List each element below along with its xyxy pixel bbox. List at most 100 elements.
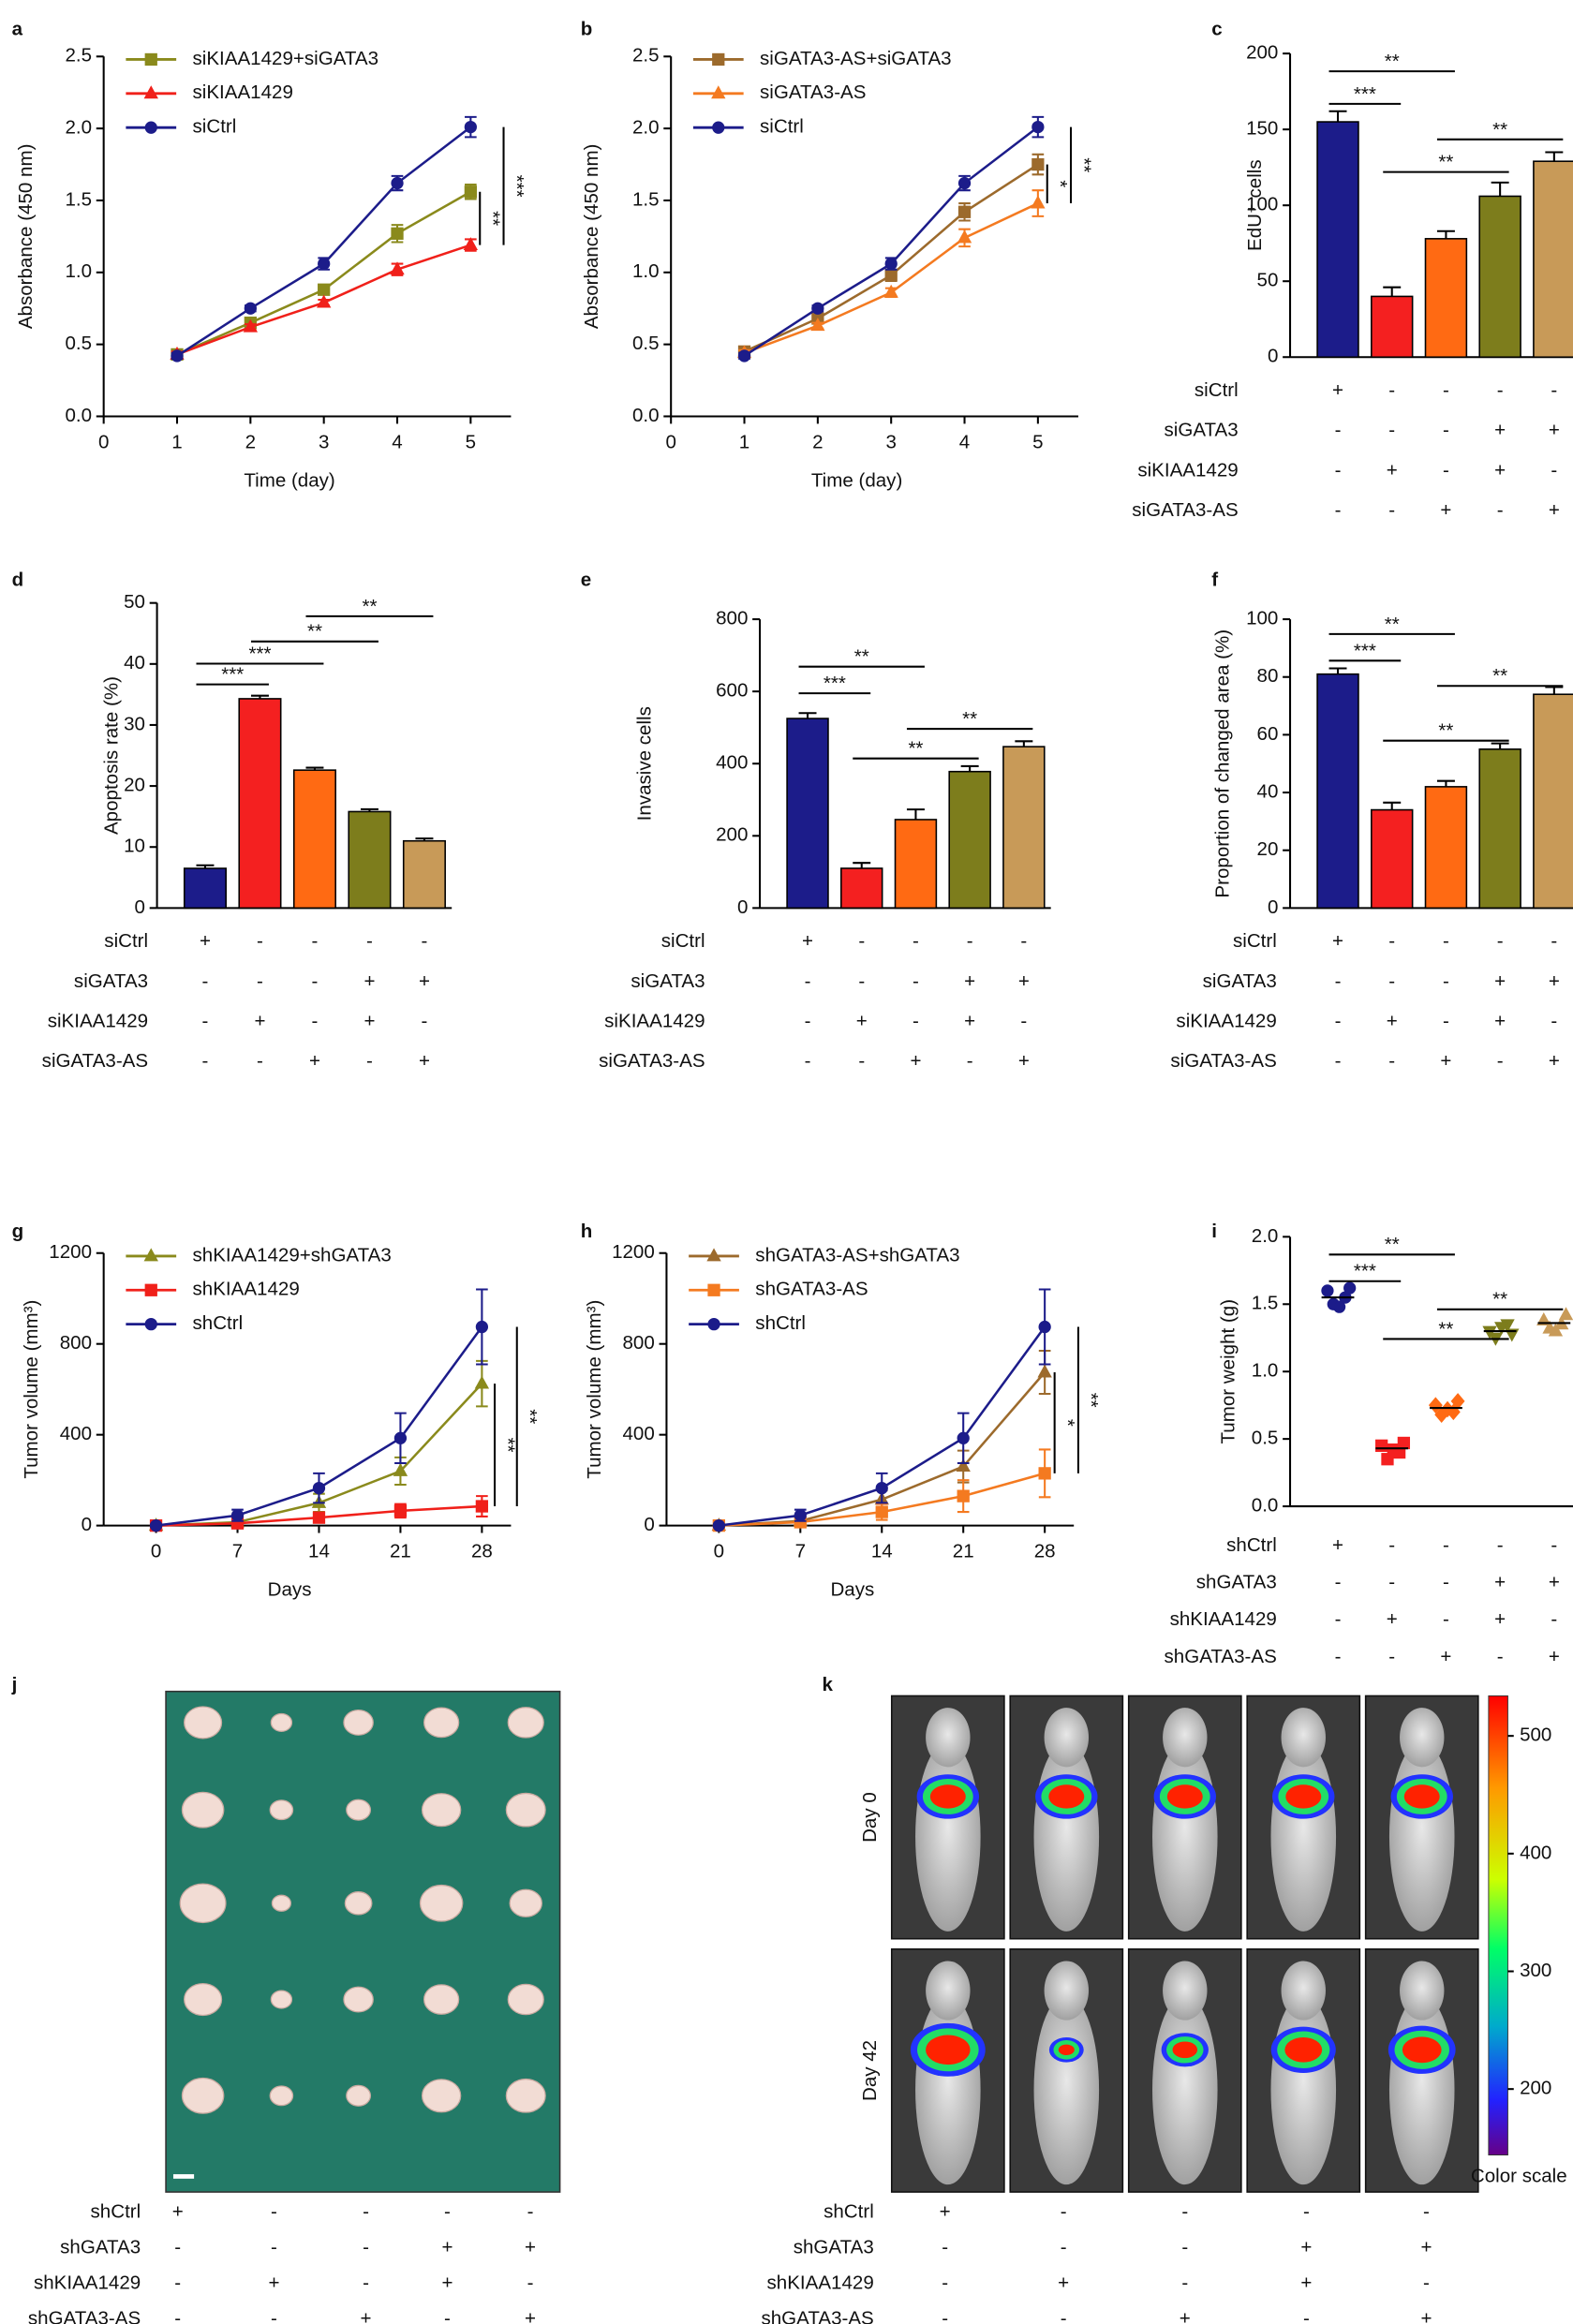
y-tick-label: 100 [1246, 194, 1278, 215]
condition-sign: - [257, 930, 263, 952]
photo-background [165, 1690, 561, 2193]
colorbar [1488, 1695, 1508, 2156]
condition-sign: - [271, 2201, 277, 2223]
condition-sign: - [1388, 1534, 1395, 1556]
marker [144, 1317, 157, 1331]
y-tick-label: 0 [134, 896, 144, 918]
condition-sign: + [856, 1011, 868, 1032]
marker [712, 121, 725, 134]
condition-sign: - [422, 1011, 428, 1032]
panel-letter: d [12, 569, 24, 590]
marker [475, 1320, 489, 1334]
x-tick-label: 4 [392, 431, 402, 452]
significance-label: * [1049, 180, 1071, 187]
condition-sign: - [805, 1011, 811, 1032]
condition-sign: - [174, 2237, 181, 2258]
condition-sign: - [1443, 1534, 1449, 1556]
significance-label: *** [248, 643, 271, 664]
condition-sign: + [1440, 499, 1451, 521]
mouse-body [1388, 1741, 1455, 1932]
marker [391, 176, 404, 190]
condition-sign: - [1443, 930, 1449, 952]
condition-label: shCtrl [1226, 1534, 1277, 1556]
marker [143, 85, 158, 99]
y-tick-label: 0 [737, 896, 748, 918]
x-axis-label: Time (day) [244, 469, 334, 491]
marker [1031, 120, 1045, 134]
condition-sign: - [1497, 499, 1504, 521]
condition-sign: - [1497, 1050, 1504, 1072]
marker [1440, 1400, 1455, 1418]
tumor [346, 2084, 372, 2107]
condition-sign: - [967, 930, 973, 952]
error-bar [1383, 801, 1402, 810]
significance-label: * [1057, 1419, 1078, 1427]
x-tick-label: 7 [795, 1541, 806, 1562]
series-line [743, 126, 1039, 357]
tumor [419, 1884, 464, 1922]
marker [1038, 1467, 1051, 1480]
legend-label: siGATA3-AS [760, 81, 866, 103]
condition-sign: - [805, 1050, 811, 1072]
x-tick-label: 21 [390, 1541, 411, 1562]
marker [711, 85, 726, 99]
significance-label: ** [1438, 720, 1453, 742]
marker [1031, 157, 1045, 171]
mouse-body [1270, 1994, 1337, 2185]
condition-sign: + [1494, 1608, 1506, 1630]
condition-sign: + [964, 970, 975, 992]
condition-sign: - [1497, 1646, 1504, 1667]
condition-sign: - [1335, 1608, 1342, 1630]
x-tick-label: 14 [308, 1541, 330, 1562]
condition-label: shCtrl [824, 2201, 874, 2223]
condition-sign: + [940, 2201, 951, 2223]
condition-sign: + [361, 2307, 372, 2324]
y-tick-label: 800 [60, 1332, 92, 1354]
x-tick-label: 2 [812, 431, 823, 452]
condition-sign: - [1181, 2201, 1188, 2223]
tumor [184, 1706, 223, 1739]
tumor [507, 1707, 544, 1739]
marker [957, 1489, 970, 1502]
condition-sign: - [1551, 379, 1557, 401]
mouse-head [926, 1961, 971, 2021]
condition-label: siGATA3 [1203, 970, 1277, 992]
panel-letter: i [1211, 1221, 1217, 1242]
tumor [505, 1792, 546, 1828]
x-tick-label: 0 [665, 431, 675, 452]
condition-sign: - [1388, 970, 1395, 992]
legend-label: siGATA3-AS+siGATA3 [760, 48, 952, 69]
condition-sign: - [805, 970, 811, 992]
bar [348, 810, 392, 910]
condition-sign: - [1388, 930, 1395, 952]
bar [1371, 295, 1414, 359]
error-bar [1491, 181, 1509, 197]
tumor [423, 1707, 460, 1739]
significance-label: *** [824, 673, 846, 694]
condition-sign: - [363, 2237, 369, 2258]
condition-sign: + [1332, 1534, 1343, 1556]
significance-label: ** [1438, 1318, 1453, 1340]
condition-sign: - [1335, 499, 1342, 521]
condition-sign: - [1388, 1646, 1395, 1667]
tumor [181, 2077, 225, 2114]
x-tick-label: 2 [245, 431, 256, 452]
marker [707, 1283, 720, 1296]
signal-core [1403, 1784, 1440, 1809]
mouse-body [1033, 1741, 1100, 1932]
y-tick-label: 60 [1257, 723, 1279, 745]
significance-label: *** [506, 175, 527, 198]
x-tick-label: 5 [466, 431, 476, 452]
marker [957, 176, 972, 190]
colorbar-label: Color scale [1471, 2166, 1567, 2187]
marker [875, 1505, 888, 1518]
significance-label: ** [307, 621, 322, 643]
condition-label: siGATA3-AS [42, 1050, 148, 1072]
signal-core [1048, 1784, 1085, 1809]
marker [1038, 1320, 1051, 1334]
condition-sign: - [1551, 459, 1557, 481]
signal-core [926, 2035, 971, 2065]
error-bar [853, 862, 871, 868]
condition-sign: + [268, 2272, 279, 2294]
y-tick-label: 0.0 [632, 405, 660, 426]
